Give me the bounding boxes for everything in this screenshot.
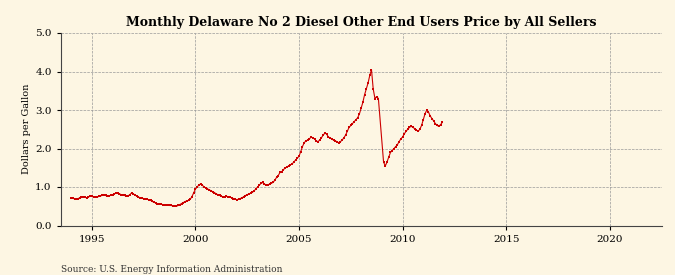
Y-axis label: Dollars per Gallon: Dollars per Gallon <box>22 84 31 174</box>
Title: Monthly Delaware No 2 Diesel Other End Users Price by All Sellers: Monthly Delaware No 2 Diesel Other End U… <box>126 16 597 29</box>
Text: Source: U.S. Energy Information Administration: Source: U.S. Energy Information Administ… <box>61 265 282 274</box>
